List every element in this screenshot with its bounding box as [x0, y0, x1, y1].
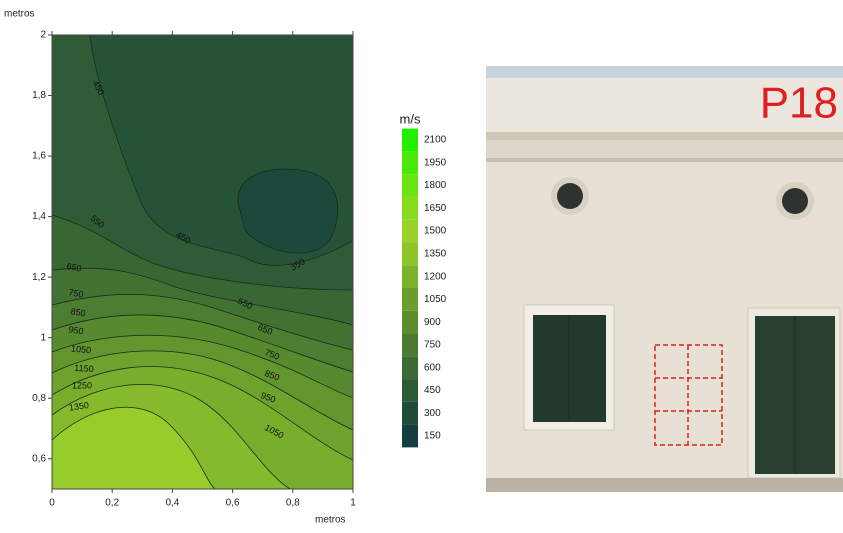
colorbar-label: 1650: [424, 203, 447, 214]
contour-label: 950: [259, 390, 277, 405]
photo: P18: [486, 66, 843, 492]
cornice: [486, 132, 843, 140]
plot-frame: [51, 34, 354, 490]
y-tick-label: 2: [40, 30, 46, 41]
contour-label: 650: [66, 261, 83, 273]
colorbar-label: 300: [424, 408, 441, 419]
y-tick-label: 1,2: [32, 272, 46, 283]
contour-label: 950: [68, 324, 84, 336]
colorbar-label: 150: [424, 431, 441, 442]
parapet: [486, 78, 843, 134]
colorbar-label: 600: [424, 362, 441, 373]
round-window: [557, 183, 583, 209]
x-tick-label: 0: [49, 498, 55, 509]
y-tick-label: 1,6: [32, 151, 46, 162]
colorbar-cell: [402, 196, 418, 220]
colorbar-cell: [402, 424, 418, 448]
colorbar-label: 750: [424, 340, 441, 351]
x-tick-label: 1: [350, 498, 356, 509]
contour-label: 1150: [74, 363, 94, 374]
photo-label: P18: [760, 79, 838, 128]
x-tick-label: 0,6: [226, 498, 240, 509]
round-window: [782, 188, 808, 214]
y-tick-label: 0,6: [32, 453, 46, 464]
x-axis-label: metros: [315, 515, 346, 526]
colorbar-label: 1500: [424, 226, 447, 237]
x-tick-label: 0,4: [165, 498, 179, 509]
colorbar-cell: [402, 379, 418, 402]
contour-line: [52, 406, 216, 489]
y-tick-label: 1,4: [32, 211, 46, 222]
colorbar-cell: [402, 356, 418, 380]
sky: [486, 66, 843, 78]
contour-label: 850: [263, 368, 281, 383]
cornice-line: [486, 158, 843, 162]
colorbar-cell: [402, 310, 418, 334]
y-tick-label: 1: [40, 332, 46, 343]
contour-line: [52, 384, 291, 489]
colorbar-label: 1050: [424, 294, 447, 305]
colorbar-cell: [402, 333, 418, 357]
contour-label: 750: [68, 287, 85, 299]
colorbar-cell: [402, 242, 418, 266]
contour-line: [52, 293, 353, 351]
colorbar-label: 2100: [424, 135, 447, 146]
colorbar-cell: [402, 288, 418, 311]
contour-band: [238, 169, 338, 254]
contour-line: [52, 267, 353, 326]
contour-label: 1350: [68, 400, 89, 413]
colorbar-cell: [402, 219, 418, 243]
y-tick-label: 1,8: [32, 90, 46, 101]
contour-line: [52, 350, 353, 431]
contour-line: [52, 214, 353, 291]
colorbar-cell: [402, 151, 418, 175]
colorbar-cell: [402, 401, 418, 425]
contour-line: [52, 334, 353, 399]
colorbar-cell: [402, 128, 418, 152]
colorbar-cell: [402, 265, 418, 288]
colorbar-label: 1200: [424, 271, 447, 282]
cornice-band: [486, 140, 843, 158]
contour-line: [237, 168, 339, 254]
contour-line: [52, 314, 353, 373]
ground: [486, 478, 843, 492]
colorbar-cell: [402, 174, 418, 197]
x-tick-label: 0,2: [105, 498, 119, 509]
colorbar-label: 450: [424, 385, 441, 396]
contour-label: 1050: [71, 343, 92, 355]
contour-plot: 4505504503506507508509501050115012501350…: [52, 35, 353, 489]
contour-label: 850: [70, 306, 87, 318]
x-tick-label: 0,8: [286, 498, 300, 509]
colorbar-label: 1800: [424, 180, 447, 191]
colorbar-label: 900: [424, 317, 441, 328]
colorbar-label: 1350: [424, 248, 447, 259]
y-axis-label: metros: [4, 9, 35, 20]
contour-line: [52, 366, 353, 461]
y-tick-label: 0,8: [32, 393, 46, 404]
colorbar-label: 1950: [424, 157, 447, 168]
contour-line: [89, 35, 353, 266]
colorbar-label: m/s: [400, 111, 421, 126]
measurement-grid: [654, 344, 723, 446]
contour-label: 1250: [72, 380, 92, 390]
